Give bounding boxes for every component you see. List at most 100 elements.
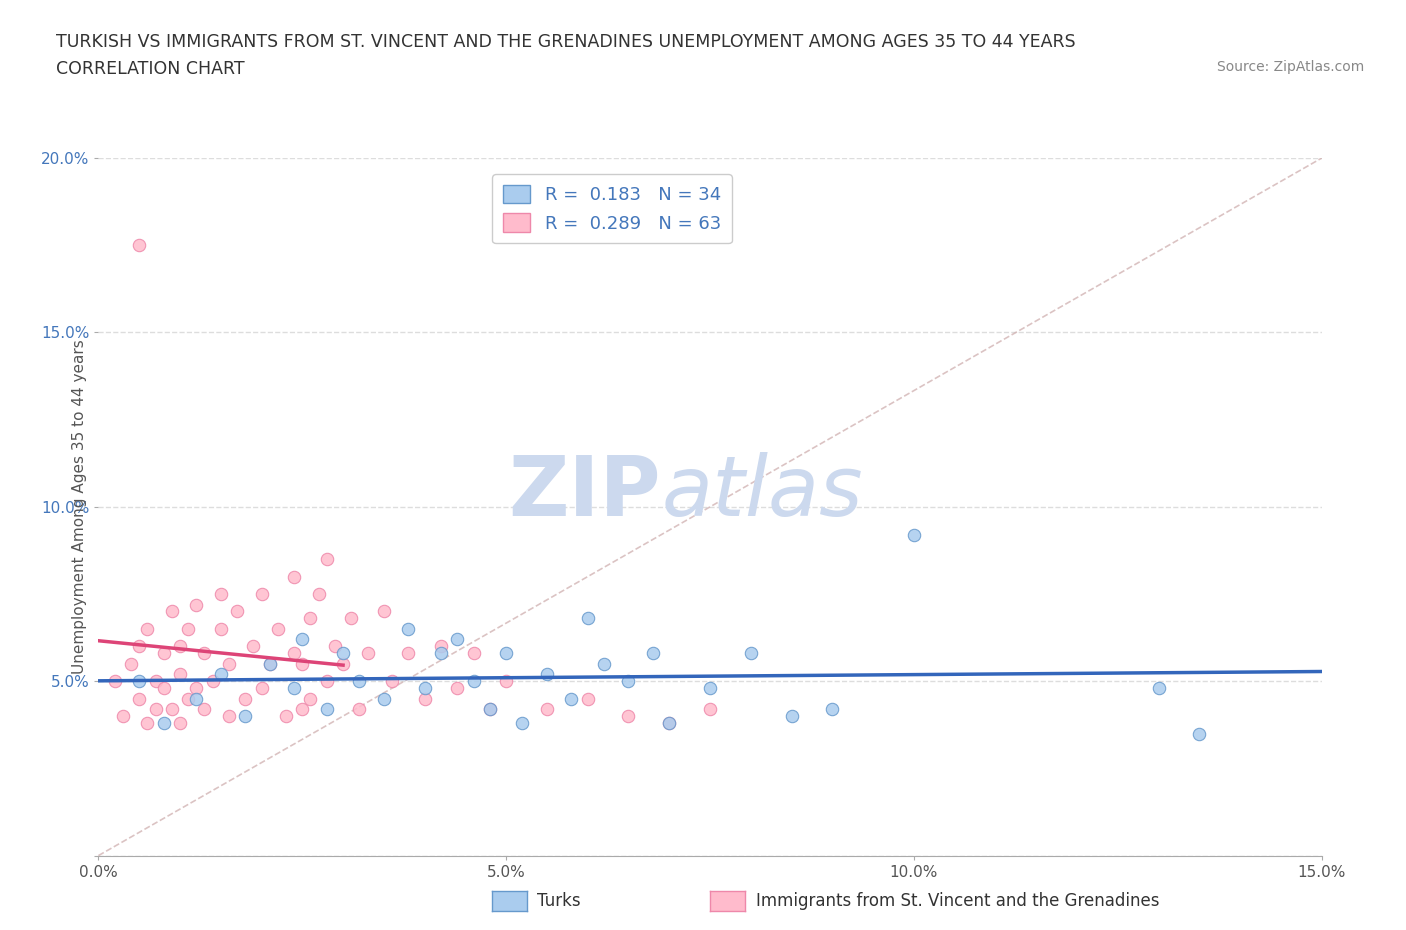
Point xyxy=(218,657,240,671)
Point xyxy=(430,639,453,654)
Point xyxy=(699,681,721,696)
Point xyxy=(283,681,305,696)
Text: Immigrants from St. Vincent and the Grenadines: Immigrants from St. Vincent and the Gren… xyxy=(756,892,1160,910)
Point xyxy=(396,621,419,636)
Text: TURKISH VS IMMIGRANTS FROM ST. VINCENT AND THE GRENADINES UNEMPLOYMENT AMONG AGE: TURKISH VS IMMIGRANTS FROM ST. VINCENT A… xyxy=(56,33,1076,50)
Point xyxy=(430,646,453,661)
Point xyxy=(242,639,264,654)
Point xyxy=(332,657,354,671)
Point xyxy=(536,667,558,682)
Point xyxy=(233,691,256,706)
Point xyxy=(233,709,256,724)
Point xyxy=(332,646,354,661)
Point xyxy=(145,673,167,688)
Point xyxy=(209,621,232,636)
Point xyxy=(283,569,305,584)
Y-axis label: Unemployment Among Ages 35 to 44 years: Unemployment Among Ages 35 to 44 years xyxy=(72,339,87,674)
Point xyxy=(299,691,322,706)
Point xyxy=(169,639,191,654)
Point xyxy=(315,702,337,717)
Point xyxy=(177,621,200,636)
Point xyxy=(446,632,468,647)
Point xyxy=(201,673,224,688)
Text: ZIP: ZIP xyxy=(509,452,661,534)
Point xyxy=(291,657,314,671)
Point xyxy=(152,681,174,696)
Point xyxy=(177,691,200,706)
Point xyxy=(323,639,346,654)
Point xyxy=(209,667,232,682)
Point xyxy=(495,673,517,688)
Point xyxy=(512,716,534,731)
Text: Turks: Turks xyxy=(537,892,581,910)
Point xyxy=(136,716,159,731)
Point xyxy=(209,587,232,602)
Point xyxy=(356,646,378,661)
Point xyxy=(658,716,681,731)
Point xyxy=(315,673,337,688)
Point xyxy=(186,691,208,706)
Point xyxy=(495,646,517,661)
Point xyxy=(259,657,281,671)
Point xyxy=(274,709,297,724)
Point xyxy=(349,702,371,717)
Point xyxy=(396,646,419,661)
Point xyxy=(821,702,844,717)
Point xyxy=(186,681,208,696)
Point xyxy=(218,709,240,724)
Point xyxy=(1147,681,1170,696)
Point xyxy=(169,716,191,731)
Point xyxy=(160,702,183,717)
Point xyxy=(299,611,322,626)
Point xyxy=(560,691,582,706)
Point xyxy=(152,646,174,661)
Point xyxy=(250,681,273,696)
Point xyxy=(536,702,558,717)
Point xyxy=(250,587,273,602)
Point xyxy=(446,681,468,696)
Point xyxy=(593,657,616,671)
Point xyxy=(267,621,290,636)
Point xyxy=(478,702,501,717)
Point xyxy=(373,691,395,706)
Point xyxy=(617,673,640,688)
Point xyxy=(169,667,191,682)
Point xyxy=(576,611,599,626)
Point xyxy=(152,716,174,731)
Point xyxy=(413,691,436,706)
Point xyxy=(478,702,501,717)
Point xyxy=(340,611,363,626)
Text: CORRELATION CHART: CORRELATION CHART xyxy=(56,60,245,78)
Point xyxy=(136,621,159,636)
Point xyxy=(111,709,134,724)
Point xyxy=(120,657,142,671)
Point xyxy=(740,646,762,661)
Point xyxy=(658,716,681,731)
Point xyxy=(576,691,599,706)
Point xyxy=(104,673,127,688)
Point xyxy=(193,702,215,717)
Point xyxy=(128,238,150,253)
Point xyxy=(349,673,371,688)
Point xyxy=(291,702,314,717)
Point xyxy=(226,604,249,619)
Point xyxy=(463,673,485,688)
Point xyxy=(186,597,208,612)
Point xyxy=(160,604,183,619)
Point xyxy=(283,646,305,661)
Point xyxy=(193,646,215,661)
Point xyxy=(1188,726,1211,741)
Point xyxy=(145,702,167,717)
Point xyxy=(128,639,150,654)
Point xyxy=(373,604,395,619)
Point xyxy=(641,646,664,661)
Legend: R =  0.183   N = 34, R =  0.289   N = 63: R = 0.183 N = 34, R = 0.289 N = 63 xyxy=(492,174,733,244)
Point xyxy=(381,673,404,688)
Point xyxy=(291,632,314,647)
Point xyxy=(699,702,721,717)
Point xyxy=(259,657,281,671)
Point xyxy=(128,691,150,706)
Point xyxy=(903,527,925,542)
Point xyxy=(617,709,640,724)
Point xyxy=(413,681,436,696)
